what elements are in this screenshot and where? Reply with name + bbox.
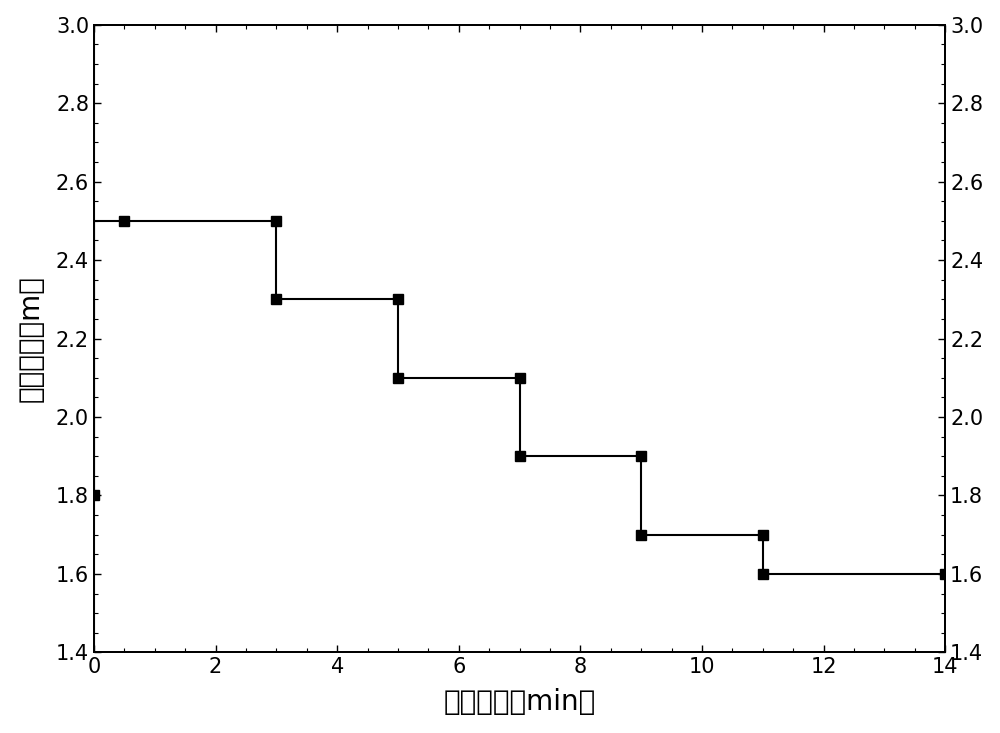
Y-axis label: 氯枪高度（m）: 氯枪高度（m） [17, 275, 45, 402]
X-axis label: 供氧时间（min）: 供氧时间（min） [443, 688, 596, 716]
